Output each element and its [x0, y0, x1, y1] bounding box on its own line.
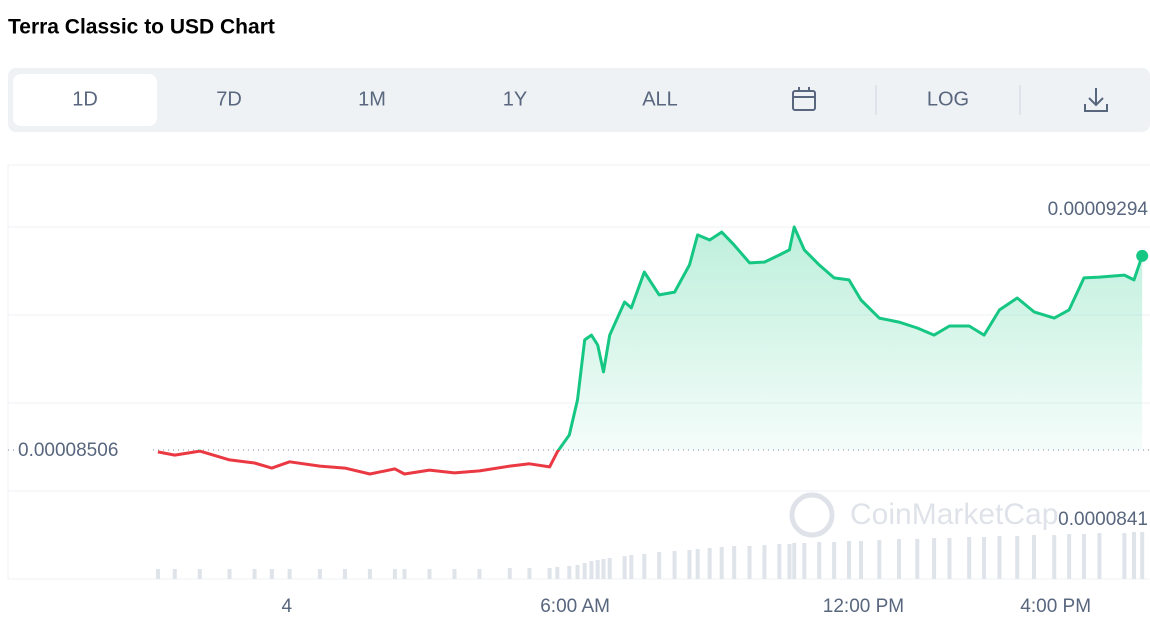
- volume-bar: [1067, 534, 1072, 579]
- volume-bar: [402, 569, 407, 579]
- price-area: [157, 227, 1143, 450]
- volume-bar: [392, 569, 397, 579]
- log-button[interactable]: LOG: [927, 88, 969, 110]
- volume-bar: [792, 543, 797, 579]
- range-button[interactable]: 1M: [358, 88, 386, 110]
- volume-bar: [342, 569, 347, 579]
- volume-bar: [427, 569, 432, 579]
- volume-bar: [589, 561, 594, 579]
- volume-bar: [601, 559, 606, 579]
- volume-bar: [507, 568, 512, 579]
- volume-bar: [672, 551, 677, 579]
- volume-bar: [595, 560, 600, 579]
- volume-bar: [719, 547, 724, 579]
- last-price-dot: [1136, 249, 1149, 262]
- volume-bar: [695, 549, 700, 579]
- volume-bar: [629, 555, 634, 579]
- volume-bar: [1122, 533, 1127, 579]
- volume-bar: [897, 539, 902, 579]
- x-tick-label: 4:00 PM: [1020, 596, 1091, 617]
- x-tick-label: 6:00 AM: [540, 596, 610, 617]
- toolbar-buttons: 1D 7D 1M 1Y ALL: [13, 74, 678, 126]
- volume-bar: [1032, 535, 1037, 579]
- volume-bar: [1140, 532, 1145, 579]
- volume-bar: [915, 539, 920, 579]
- volume-bar: [575, 565, 580, 579]
- volume-bar: [269, 569, 274, 579]
- volume-bar: [197, 569, 202, 579]
- volume-bar: [317, 569, 322, 579]
- volume-bar: [227, 569, 232, 579]
- volume-bar: [657, 552, 662, 579]
- high-label: 0.00009294: [1048, 199, 1149, 220]
- volume-bar: [1015, 536, 1020, 579]
- range-button[interactable]: 1D: [72, 88, 98, 110]
- active-button-bg: [13, 74, 157, 126]
- x-tick-label: 4: [281, 596, 292, 617]
- volume-bar: [252, 569, 257, 579]
- volume-bar: [877, 540, 882, 579]
- volume-bar: [707, 548, 712, 579]
- volume-bar: [1097, 533, 1102, 579]
- volume-bar: [452, 569, 457, 579]
- price-line: [157, 225, 1144, 476]
- volume-bar: [607, 558, 612, 579]
- open-label: 0.00008506: [18, 440, 118, 461]
- volume-bar: [527, 568, 532, 579]
- low-label: 0.0000841: [1058, 509, 1148, 530]
- volume-bar: [172, 569, 177, 579]
- volume-bar: [997, 536, 1002, 579]
- volume-bar: [762, 545, 767, 579]
- x-tick-label: 12:00 PM: [823, 596, 904, 617]
- volume-bar: [847, 541, 852, 579]
- chart-title: Terra Classic to USD Chart: [8, 16, 275, 39]
- volume-bar: [932, 538, 937, 579]
- volume-bar: [1082, 534, 1087, 579]
- volume-bar: [982, 537, 987, 579]
- volume-bar: [787, 544, 792, 579]
- volume-bar: [582, 563, 587, 579]
- volume-bar: [547, 568, 552, 579]
- volume-bar: [687, 550, 692, 579]
- volume-bar: [947, 538, 952, 579]
- volume-bar: [367, 569, 372, 579]
- volume-bar: [859, 541, 864, 579]
- volume-bar: [1052, 535, 1057, 579]
- watermark: CoinMarketCap: [789, 492, 1058, 538]
- volume-bar: [287, 569, 292, 579]
- toolbar: [8, 68, 1150, 132]
- volume-bar: [622, 556, 627, 579]
- open-label-bg: [14, 436, 150, 463]
- watermark-text: CoinMarketCap: [850, 498, 1058, 531]
- calendar-icon[interactable]: [792, 87, 816, 111]
- volume-bar: [555, 567, 560, 579]
- volume-bar: [832, 542, 837, 579]
- range-button[interactable]: 1Y: [503, 88, 527, 110]
- volume-bar: [967, 537, 972, 579]
- volume-bar: [1132, 532, 1137, 579]
- range-button[interactable]: ALL: [642, 88, 678, 110]
- volume-bar: [155, 569, 160, 579]
- volume-bar: [477, 569, 482, 579]
- volume-bar: [802, 543, 807, 579]
- volume-bar: [642, 554, 647, 579]
- download-icon[interactable]: [1084, 88, 1108, 112]
- volume-bar: [567, 566, 572, 579]
- volume-bar: [817, 542, 822, 579]
- volume-bar: [777, 544, 782, 579]
- volume-bar: [747, 546, 752, 579]
- volume-bar: [732, 546, 737, 579]
- range-button[interactable]: 7D: [216, 88, 242, 110]
